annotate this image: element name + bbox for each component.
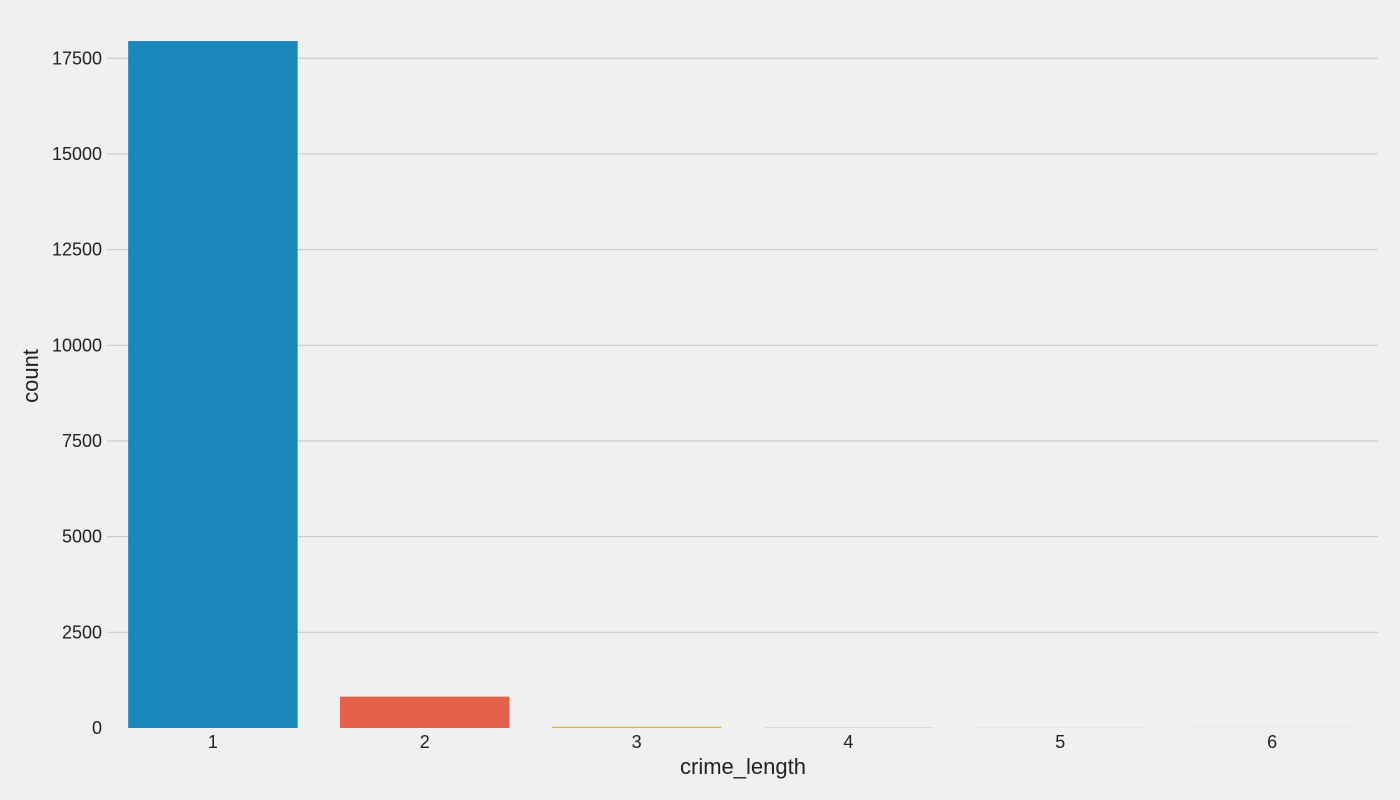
x-tick-label: 3	[632, 732, 642, 752]
bar-1	[128, 41, 298, 729]
y-tick-label: 17500	[52, 48, 102, 68]
y-tick-label: 12500	[52, 240, 102, 260]
y-tick-label: 2500	[62, 622, 102, 642]
x-tick-label: 1	[208, 732, 218, 752]
y-tick-label: 0	[92, 718, 102, 738]
x-tick-label: 2	[420, 732, 430, 752]
y-tick-label: 15000	[52, 144, 102, 164]
x-tick-labels: 1 2 3 4 5 6	[208, 732, 1277, 752]
bar-2	[340, 696, 510, 728]
x-tick-label: 4	[843, 732, 853, 752]
x-axis-label: crime_length	[680, 754, 806, 779]
y-tick-label: 7500	[62, 431, 102, 451]
y-axis-label: count	[18, 349, 43, 403]
bar-3	[551, 726, 722, 728]
y-tick-label: 5000	[62, 527, 102, 547]
y-tick-labels: 0 2500 5000 7500 10000 12500 15000 17500	[52, 48, 102, 738]
gridlines	[107, 57, 1378, 633]
x-tick-label: 5	[1055, 732, 1065, 752]
bars	[128, 41, 1357, 729]
x-tick-label: 6	[1267, 732, 1277, 752]
y-tick-label: 10000	[52, 335, 102, 355]
